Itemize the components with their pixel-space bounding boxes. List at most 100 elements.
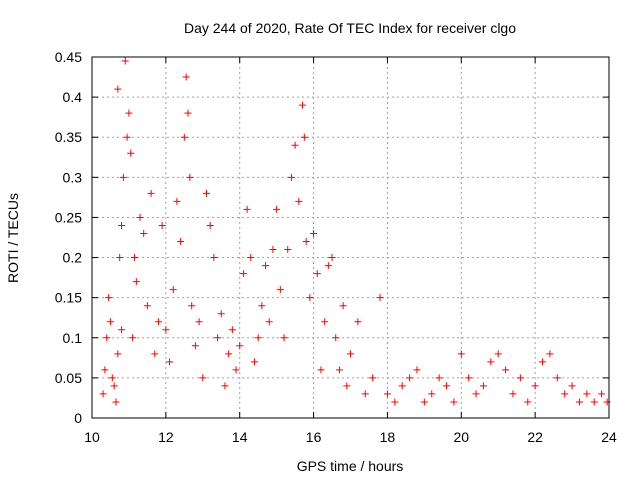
data-point (199, 374, 207, 382)
data-point (598, 390, 606, 398)
data-point (114, 350, 122, 358)
data-point (221, 382, 229, 390)
data-point (343, 382, 351, 390)
data-point (173, 197, 181, 205)
data-point (406, 374, 414, 382)
y-tick-label: 0.15 (55, 290, 82, 306)
data-point (202, 189, 210, 197)
data-point (306, 294, 314, 302)
data-point (287, 173, 295, 181)
data-point (428, 390, 436, 398)
y-tick-label: 0.35 (55, 129, 82, 145)
data-point (276, 286, 284, 294)
x-tick-label: 12 (158, 429, 174, 445)
data-point (479, 382, 487, 390)
data-point (354, 318, 362, 326)
data-point (228, 326, 236, 334)
y-tick-label: 0.45 (55, 49, 82, 65)
data-point (151, 350, 159, 358)
data-point (99, 390, 107, 398)
x-tick-labels: 10 12 14 16 18 20 22 24 (84, 429, 617, 445)
data-point (147, 189, 155, 197)
data-point (169, 286, 177, 294)
data-point (295, 197, 303, 205)
data-point (106, 318, 114, 326)
data-point (494, 350, 502, 358)
data-point (195, 318, 203, 326)
data-point (568, 382, 576, 390)
data-point (114, 85, 122, 93)
data-point (105, 294, 113, 302)
data-point (413, 366, 421, 374)
data-point (110, 382, 118, 390)
data-point (236, 342, 244, 350)
x-tick-label: 24 (601, 429, 617, 445)
y-tick-label: 0 (74, 410, 82, 426)
data-point (590, 398, 598, 406)
data-point (232, 366, 240, 374)
x-tick-label: 10 (84, 429, 100, 445)
data-point (310, 229, 318, 237)
data-point (127, 149, 135, 157)
data-point (250, 358, 258, 366)
data-point (321, 318, 329, 326)
grid-lines (92, 57, 609, 418)
data-point (177, 238, 185, 246)
data-point (243, 205, 251, 213)
data-point (575, 398, 583, 406)
y-axis-label: ROTI / TECUs (5, 193, 21, 283)
data-point (376, 294, 384, 302)
data-point (300, 133, 308, 141)
data-point (140, 229, 148, 237)
data-point (361, 390, 369, 398)
data-point (509, 390, 517, 398)
data-point (265, 318, 273, 326)
y-tick-label: 0.4 (63, 89, 83, 105)
data-point (166, 358, 174, 366)
data-point (101, 366, 109, 374)
x-tick-label: 20 (453, 429, 469, 445)
x-tick-label: 14 (232, 429, 248, 445)
data-point (539, 358, 547, 366)
data-point (180, 133, 188, 141)
data-point (121, 57, 129, 65)
data-point (125, 109, 133, 117)
data-point (332, 334, 340, 342)
x-tick-label: 16 (306, 429, 322, 445)
data-point (108, 374, 116, 382)
data-point (123, 133, 131, 141)
data-point (443, 382, 451, 390)
data-point (143, 302, 151, 310)
data-point (158, 221, 166, 229)
data-point (531, 382, 539, 390)
data-point (561, 390, 569, 398)
data-point (487, 358, 495, 366)
data-point (217, 310, 225, 318)
data-point (472, 390, 480, 398)
data-point (116, 254, 124, 262)
data-point (112, 398, 120, 406)
data-point (524, 398, 532, 406)
y-tick-labels: 0 0.05 0.1 0.15 0.2 0.25 0.3 0.35 0.4 0.45 (55, 49, 82, 426)
data-point (298, 101, 306, 109)
data-point (130, 254, 138, 262)
y-tick-label: 0.25 (55, 209, 82, 225)
data-point (225, 350, 233, 358)
data-points (99, 57, 611, 406)
data-point (280, 334, 288, 342)
data-point (182, 73, 190, 81)
data-point (247, 254, 255, 262)
data-point (118, 326, 126, 334)
x-tick-label: 22 (527, 429, 543, 445)
data-point (132, 278, 140, 286)
x-tick-label: 18 (380, 429, 396, 445)
data-point (154, 318, 162, 326)
data-point (391, 398, 399, 406)
data-point (262, 262, 270, 270)
y-tick-label: 0.3 (63, 169, 83, 185)
data-point (516, 374, 524, 382)
axis-ticks (91, 56, 610, 419)
x-axis-label: GPS time / hours (297, 458, 404, 474)
data-point (553, 374, 561, 382)
